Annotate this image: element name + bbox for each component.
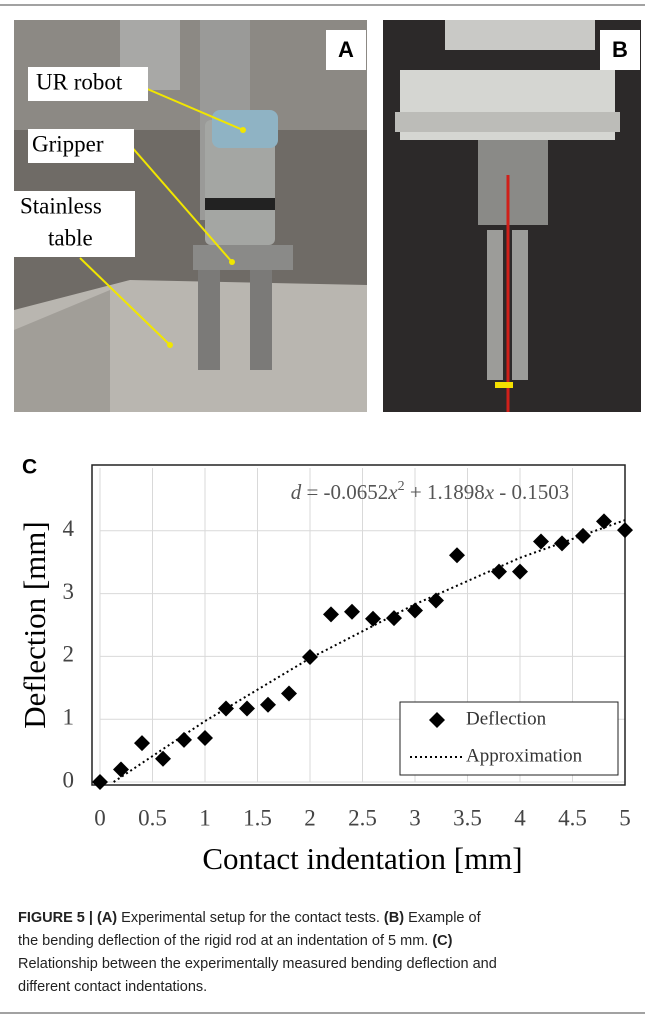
data-point bbox=[428, 592, 444, 609]
x-tick-label: 2.5 bbox=[348, 805, 377, 830]
panel-label: A bbox=[338, 37, 354, 62]
equation-part: x bbox=[484, 480, 495, 504]
data-point bbox=[134, 735, 150, 752]
x-tick-label: 0 bbox=[94, 805, 106, 830]
caption-line: the bending deflection of the rigid rod … bbox=[18, 933, 453, 949]
data-point bbox=[596, 513, 612, 530]
y-tick-label: 1 bbox=[63, 704, 75, 729]
plot-frame bbox=[91, 464, 626, 786]
data-point bbox=[155, 750, 171, 767]
legend-label: Deflection bbox=[466, 708, 547, 729]
annotation: Gripper bbox=[32, 131, 104, 156]
caption-run: different contact indentations. bbox=[18, 979, 207, 995]
x-tick-label: 0.5 bbox=[138, 805, 167, 830]
x-tick-label: 1 bbox=[199, 805, 211, 830]
y-tick-label: 3 bbox=[63, 579, 75, 604]
data-point bbox=[617, 522, 633, 539]
equation-part: - 0.1503 bbox=[494, 480, 569, 504]
x-axis-title: Contact indentation [mm] bbox=[202, 841, 522, 876]
y-axis-title: Deflection [mm] bbox=[17, 521, 52, 728]
data-point bbox=[449, 547, 465, 564]
annotation: Stainless bbox=[20, 193, 102, 218]
x-tick-label: 4 bbox=[514, 805, 526, 830]
data-point bbox=[281, 685, 297, 702]
data-point bbox=[302, 649, 318, 666]
photo-annotations: UR robot Gripper Stainless table A B bbox=[14, 30, 640, 348]
annotation: table bbox=[48, 225, 93, 250]
data-point bbox=[197, 730, 213, 747]
data-point bbox=[512, 563, 528, 580]
x-tick-label: 3.5 bbox=[453, 805, 482, 830]
equation-part: d bbox=[291, 480, 302, 504]
caption-run: (B) bbox=[384, 910, 404, 926]
annotation: UR robot bbox=[36, 69, 123, 94]
caption-run: Relationship between the experimentally … bbox=[18, 956, 497, 972]
equation-part: x bbox=[387, 480, 398, 504]
caption-run: Example of bbox=[404, 910, 482, 926]
data-point bbox=[323, 606, 339, 623]
equation-part: = -0.0652 bbox=[301, 480, 388, 504]
equation-part: + 1.1898 bbox=[405, 480, 485, 504]
data-point bbox=[176, 731, 192, 748]
caption-run: (C) bbox=[432, 933, 452, 949]
x-tick-label: 2 bbox=[304, 805, 316, 830]
x-tick-label: 1.5 bbox=[243, 805, 272, 830]
y-tick-label: 2 bbox=[63, 642, 75, 667]
data-point bbox=[218, 700, 234, 717]
caption-line: different contact indentations. bbox=[18, 979, 207, 995]
legend-swatch bbox=[429, 712, 445, 728]
fit-line bbox=[113, 519, 626, 783]
legend-label: Approximation bbox=[466, 745, 583, 766]
photo-b bbox=[383, 20, 641, 412]
data-point bbox=[239, 700, 255, 717]
data-point bbox=[554, 535, 570, 552]
data-point bbox=[533, 533, 549, 550]
caption-run: Experimental setup for the contact tests… bbox=[117, 910, 384, 926]
data-point bbox=[365, 610, 381, 627]
data-point bbox=[491, 563, 507, 580]
caption-run: FIGURE 5 | (A) bbox=[18, 910, 117, 926]
caption-line: Relationship between the experimentally … bbox=[18, 956, 497, 972]
data-point bbox=[407, 602, 423, 619]
x-tick-label: 3 bbox=[409, 805, 421, 830]
data-point bbox=[344, 603, 360, 620]
panel-label: B bbox=[612, 37, 628, 62]
equation-part: 2 bbox=[398, 479, 405, 494]
panel-label: C bbox=[22, 456, 37, 479]
data-point bbox=[260, 696, 276, 713]
equation: d = -0.0652x2 + 1.1898x - 0.1503 bbox=[291, 479, 570, 504]
data-point bbox=[92, 774, 108, 790]
caption-line: FIGURE 5 | (A) Experimental setup for th… bbox=[18, 910, 482, 926]
x-tick-label: 4.5 bbox=[558, 805, 587, 830]
x-tick-label: 5 bbox=[619, 805, 631, 830]
caption-run: the bending deflection of the rigid rod … bbox=[18, 933, 432, 949]
data-point bbox=[113, 761, 129, 778]
y-tick-label: 4 bbox=[63, 516, 75, 541]
y-tick-label: 0 bbox=[63, 767, 75, 792]
